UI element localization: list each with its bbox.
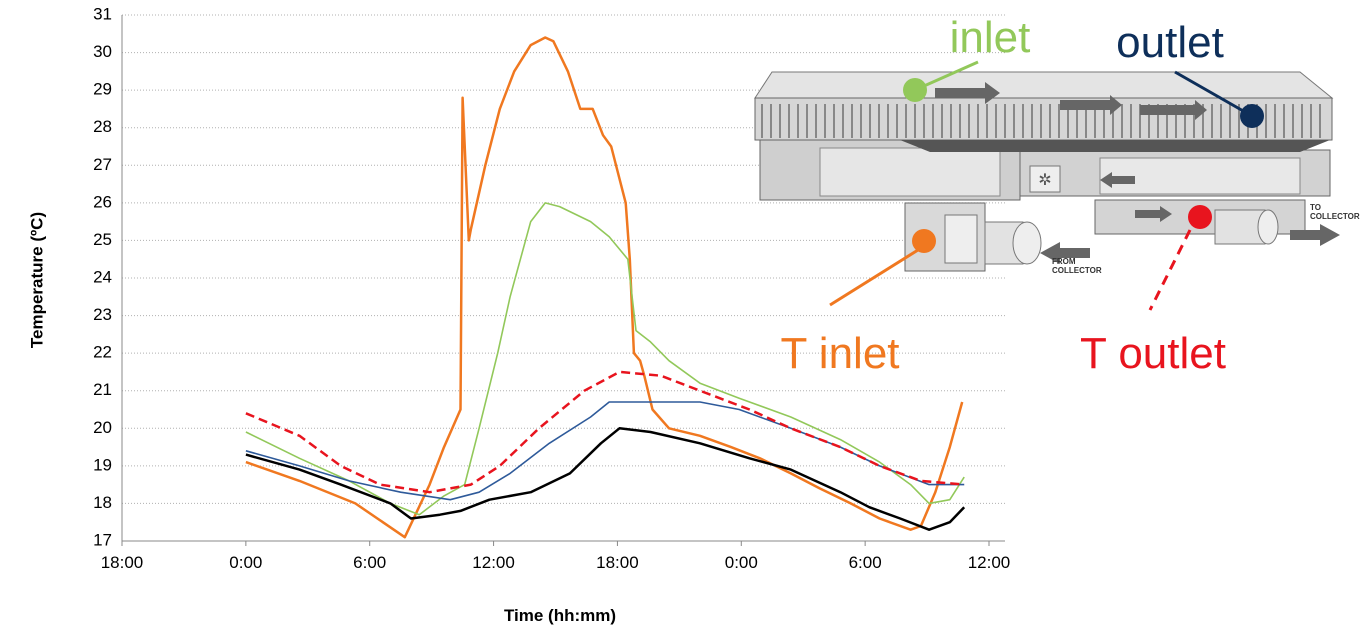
y-tick-label: 26	[93, 192, 112, 211]
x-axis-title: Time (hh:mm)	[504, 606, 616, 625]
series-line	[245, 401, 965, 501]
series-line	[245, 427, 966, 531]
x-tick-label: 18:00	[101, 553, 144, 572]
series-line	[245, 36, 964, 539]
y-axis-title: Temperature (ºC)	[27, 212, 46, 348]
x-tick-label: 6:00	[353, 553, 386, 572]
y-tick-label: 28	[93, 117, 112, 136]
outlet-duct-end	[1257, 209, 1279, 245]
y-tick-label: 17	[93, 530, 112, 549]
sensor-dot	[1188, 205, 1212, 229]
x-tick-label: 0:00	[725, 553, 758, 572]
y-tick-label: 27	[93, 155, 112, 174]
roof	[754, 71, 1334, 99]
fan-box	[1029, 165, 1061, 193]
y-tick-label: 24	[93, 267, 112, 286]
sensor-dot	[912, 229, 936, 253]
sensor-label: outlet	[1116, 18, 1224, 67]
sensor-label: inlet	[950, 13, 1031, 62]
slats	[761, 104, 1321, 138]
leader-line	[1174, 70, 1253, 118]
x-tick-label: 0:00	[229, 553, 262, 572]
leader-line	[829, 248, 919, 307]
inlet-grille	[944, 214, 978, 264]
y-tick-label: 18	[93, 493, 112, 512]
y-tick-label: 21	[93, 380, 112, 399]
y-tick-label: 29	[93, 80, 112, 99]
x-tick-label: 6:00	[849, 553, 882, 572]
x-tick-label: 12:00	[472, 553, 515, 572]
x-tick-label: 12:00	[968, 553, 1011, 572]
arrows	[935, 82, 1340, 264]
panel-left	[819, 147, 1001, 197]
sensor-label: T outlet	[1080, 329, 1226, 378]
leader-line	[1148, 229, 1192, 311]
diagram-note: FROM	[1052, 257, 1076, 266]
x-tick-label: 18:00	[596, 553, 639, 572]
y-tick-label: 30	[93, 42, 112, 61]
y-tick-label: 25	[93, 230, 112, 249]
y-tick-label: 23	[93, 305, 112, 324]
inlet-duct-end	[1012, 221, 1042, 265]
diagram-note: COLLECTOR	[1052, 266, 1102, 275]
plot-lines	[245, 36, 966, 539]
diagram-note: COLLECTOR	[1310, 212, 1360, 221]
outlet-duct	[1214, 209, 1266, 245]
sensor-dot	[903, 78, 927, 102]
y-tick-label: 22	[93, 343, 112, 362]
sensor-dot	[1240, 104, 1264, 128]
y-tick-label: 31	[93, 4, 112, 23]
y-tick-label: 20	[93, 418, 112, 437]
fan-icon: ✲	[1038, 172, 1051, 189]
shadow	[900, 140, 1330, 152]
sensor-label: T inlet	[780, 329, 899, 378]
series-line	[245, 202, 965, 516]
diagram-note: TO	[1310, 203, 1321, 212]
y-tick-label: 19	[93, 455, 112, 474]
series-line	[245, 370, 965, 494]
grid: 17 18 19 20 21 22 23 24 25 26 27 28 29 30 31 18:00 0:00 6…	[93, 4, 1010, 572]
